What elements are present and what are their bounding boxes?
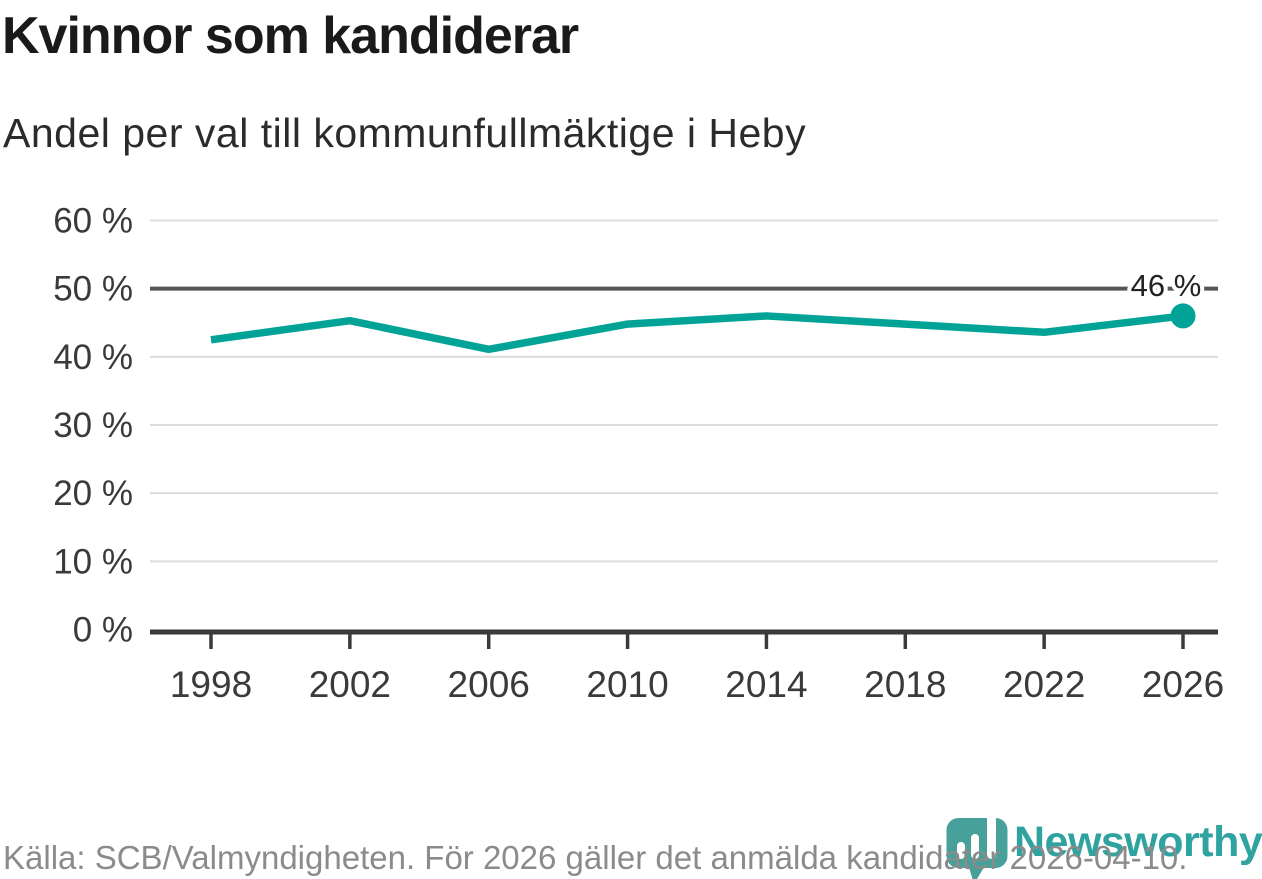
y-tick-label: 40 % bbox=[53, 338, 133, 377]
source-note: Källa: SCB/Valmyndigheten. För 2026 gäll… bbox=[3, 839, 1188, 876]
line-chart: 0 % 10 % 20 % 30 % 40 % 50 % 60 % 1998 2002 2006 2… bbox=[53, 202, 1224, 706]
y-tick-label: 0 % bbox=[73, 611, 133, 650]
y-tick-label: 20 % bbox=[53, 474, 133, 513]
x-tick-label: 2002 bbox=[309, 664, 391, 705]
y-tick-label: 10 % bbox=[53, 542, 133, 581]
brand-name: Newsworthy bbox=[1014, 818, 1262, 866]
y-tick-label: 30 % bbox=[53, 406, 133, 445]
x-tick-label: 2018 bbox=[864, 664, 946, 705]
y-tick-label: 60 % bbox=[53, 202, 133, 241]
chart-subtitle: Andel per val till kommunfullmäktige i H… bbox=[3, 110, 807, 156]
y-tick-label: 50 % bbox=[53, 270, 133, 309]
page-title: Kvinnor som kandiderar bbox=[2, 7, 579, 65]
end-value-label: 46 % bbox=[1131, 268, 1202, 303]
x-tick-label: 1998 bbox=[170, 664, 252, 705]
x-tick-label: 2006 bbox=[448, 664, 530, 705]
end-dot bbox=[1170, 303, 1196, 329]
x-tick-label: 2010 bbox=[586, 664, 668, 705]
x-tick-label: 2026 bbox=[1142, 664, 1224, 705]
x-tick-label: 2014 bbox=[725, 664, 807, 705]
x-tick-label: 2022 bbox=[1003, 664, 1085, 705]
newsworthy-pin-icon bbox=[946, 812, 1008, 879]
data-line bbox=[210, 312, 1184, 354]
